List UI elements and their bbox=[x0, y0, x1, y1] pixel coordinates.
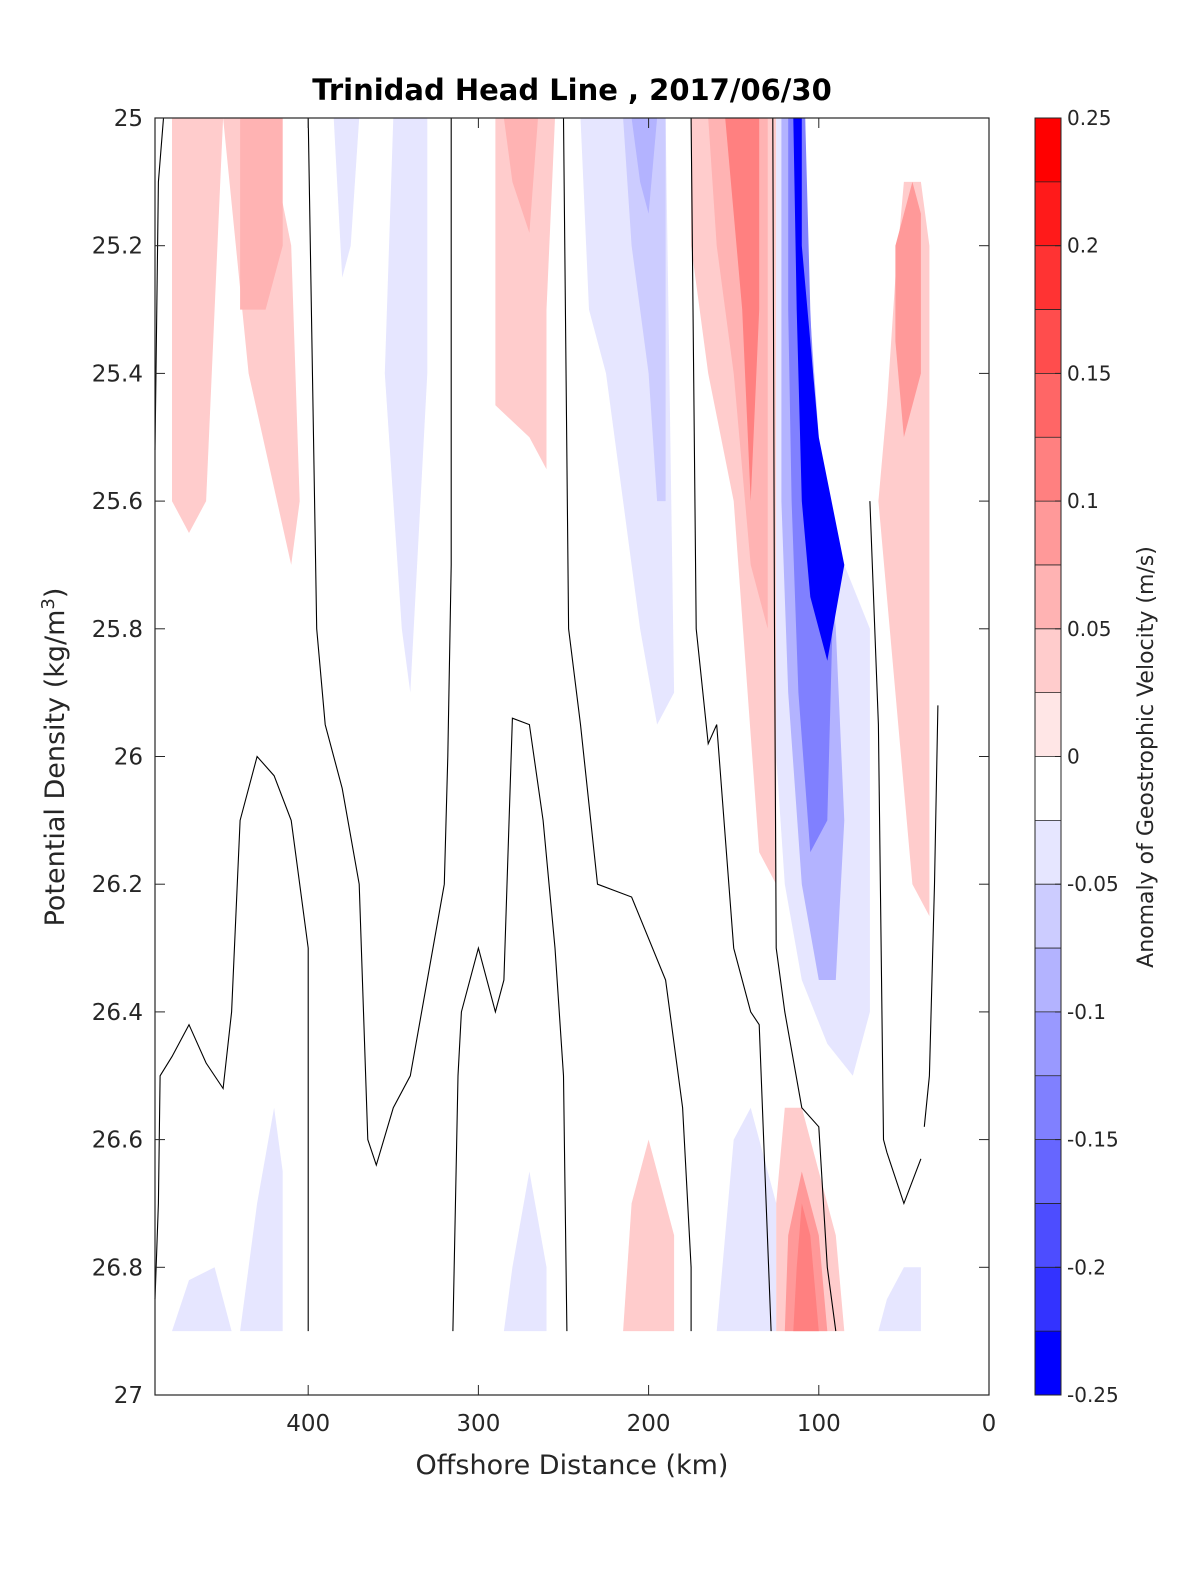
contour-410 bbox=[307, 117, 452, 1167]
y-axis-label: Potential Density (kg/m3) bbox=[38, 588, 71, 927]
anom-neg-275-deep bbox=[503, 1171, 547, 1332]
colorbar-tick-label: 0.25 bbox=[1067, 106, 1112, 130]
colorbar-tick-label: -0.05 bbox=[1067, 872, 1119, 896]
y-tick-label: 26.4 bbox=[92, 1000, 143, 1026]
x-tick-label: 0 bbox=[982, 1411, 997, 1437]
colorbar-level bbox=[1035, 1331, 1061, 1396]
x-tick-label: 300 bbox=[456, 1411, 500, 1437]
y-tick-label: 25.8 bbox=[92, 617, 143, 643]
y-tick-label: 26 bbox=[114, 745, 143, 771]
y-tick-label: 25.4 bbox=[92, 361, 143, 387]
x-tick-label: 100 bbox=[797, 1411, 841, 1437]
anom-neg-145-deep bbox=[716, 1107, 777, 1332]
colorbar-level bbox=[1035, 1267, 1061, 1332]
colorbar-tick-label: 0.05 bbox=[1067, 617, 1112, 641]
anom-pos-470-surface bbox=[172, 118, 224, 533]
colorbar-level bbox=[1035, 1011, 1061, 1077]
y-axis-label-close: ) bbox=[40, 588, 71, 599]
colorbar-tick-label: 0.1 bbox=[1067, 489, 1099, 513]
colorbar-level bbox=[1035, 501, 1061, 566]
x-tick-label: 200 bbox=[627, 1411, 671, 1437]
contour-deep-west bbox=[154, 755, 309, 1332]
y-tick-label: 25.2 bbox=[92, 234, 143, 260]
colorbar-level bbox=[1035, 181, 1061, 247]
colorbar-level bbox=[1035, 884, 1061, 949]
colorbar-level bbox=[1035, 564, 1061, 630]
contour-125 bbox=[772, 117, 837, 1332]
colorbar-tick-label: -0.1 bbox=[1067, 1000, 1106, 1024]
anom-pos-145-deep bbox=[725, 118, 760, 502]
colorbar-level bbox=[1035, 756, 1061, 821]
colorbar-level bbox=[1035, 1139, 1061, 1204]
y-tick-label: 26.2 bbox=[92, 872, 143, 898]
y-axis-label-main: Potential Density (kg/m bbox=[40, 610, 71, 927]
y-axis-label-superscript: 3 bbox=[38, 598, 59, 609]
colorbar-label: Anomaly of Geostrophic Velocity (m/s) bbox=[1134, 546, 1159, 968]
y-tick-label: 25.6 bbox=[92, 489, 143, 515]
colorbar-ticks: 0.25 0.2 0.15 0.1 0.05 0 -0.05 -0.1 -0.15 -0.2 -0.… bbox=[1055, 106, 1119, 1407]
colorbar-tick-label: 0.15 bbox=[1067, 361, 1112, 385]
colorbar-level bbox=[1035, 628, 1061, 694]
y-tick-label: 27 bbox=[114, 1383, 143, 1409]
x-axis-label: Offshore Distance (km) bbox=[416, 1450, 729, 1481]
colorbar-level bbox=[1035, 437, 1061, 502]
anom-pos-275-core bbox=[503, 118, 538, 233]
contour-deep-mid bbox=[452, 717, 568, 1332]
contour-70 bbox=[869, 501, 922, 1206]
colorbar-tick-label: -0.25 bbox=[1067, 1383, 1119, 1407]
anom-neg-345 bbox=[384, 118, 428, 693]
anom-neg-465-deep bbox=[172, 1267, 232, 1332]
x-tick-label: 400 bbox=[286, 1411, 330, 1437]
contour-lines bbox=[154, 117, 939, 1332]
anom-pos-105-deep-core bbox=[793, 1203, 819, 1332]
anom-neg-200-deep bbox=[631, 118, 658, 214]
anom-neg-200-core bbox=[623, 118, 666, 502]
colorbar-levels bbox=[1035, 117, 1061, 1396]
colorbar-tick-label: -0.15 bbox=[1067, 1128, 1119, 1152]
colorbar-level bbox=[1035, 1075, 1061, 1141]
anom-neg-425-deep bbox=[240, 1107, 283, 1332]
colorbar-tick-label: -0.2 bbox=[1067, 1255, 1106, 1279]
contour-470 bbox=[154, 117, 165, 451]
plot-area: 400 300 200 100 0 25 25.2 25.4 25.6 25.8 26 26.2 26… bbox=[92, 106, 997, 1437]
colorbar-level bbox=[1035, 373, 1061, 438]
anom-neg-50-deep bbox=[878, 1267, 921, 1332]
contour-260 bbox=[562, 117, 692, 1332]
colorbar-level bbox=[1035, 820, 1061, 885]
colorbar-level bbox=[1035, 1203, 1061, 1268]
colorbar-tick-label: 0 bbox=[1067, 745, 1080, 769]
anom-neg-100-core bbox=[793, 118, 845, 661]
anom-pos-285-surface bbox=[495, 118, 555, 470]
y-tick-label: 26.6 bbox=[92, 1128, 143, 1154]
colorbar-level bbox=[1035, 692, 1061, 757]
chart-title: Trinidad Head Line , 2017/06/30 bbox=[312, 73, 832, 107]
x-axis-ticks: 400 300 200 100 0 bbox=[286, 118, 996, 1437]
colorbar-level bbox=[1035, 118, 1061, 183]
anom-pos-50-core bbox=[895, 181, 921, 438]
contour-30 bbox=[923, 705, 939, 1127]
anomaly-fill-regions bbox=[172, 118, 930, 1332]
contour-180 bbox=[690, 117, 772, 1332]
colorbar-level bbox=[1035, 245, 1061, 311]
anom-pos-200-deep bbox=[623, 1139, 675, 1332]
anom-pos-420-core bbox=[240, 118, 283, 310]
y-tick-label: 25 bbox=[114, 106, 143, 132]
anom-neg-390 bbox=[333, 118, 360, 278]
colorbar-tick-label: 0.2 bbox=[1067, 234, 1099, 258]
colorbar-level bbox=[1035, 309, 1061, 374]
y-tick-label: 26.8 bbox=[92, 1255, 143, 1281]
colorbar: 0.25 0.2 0.15 0.1 0.05 0 -0.05 -0.1 -0.15 -0.2 -0.… bbox=[1034, 106, 1159, 1407]
y-axis-ticks: 25 25.2 25.4 25.6 25.8 26 26.2 26.4 26.6 26.8 27 bbox=[92, 106, 989, 1409]
colorbar-level bbox=[1035, 948, 1061, 1013]
